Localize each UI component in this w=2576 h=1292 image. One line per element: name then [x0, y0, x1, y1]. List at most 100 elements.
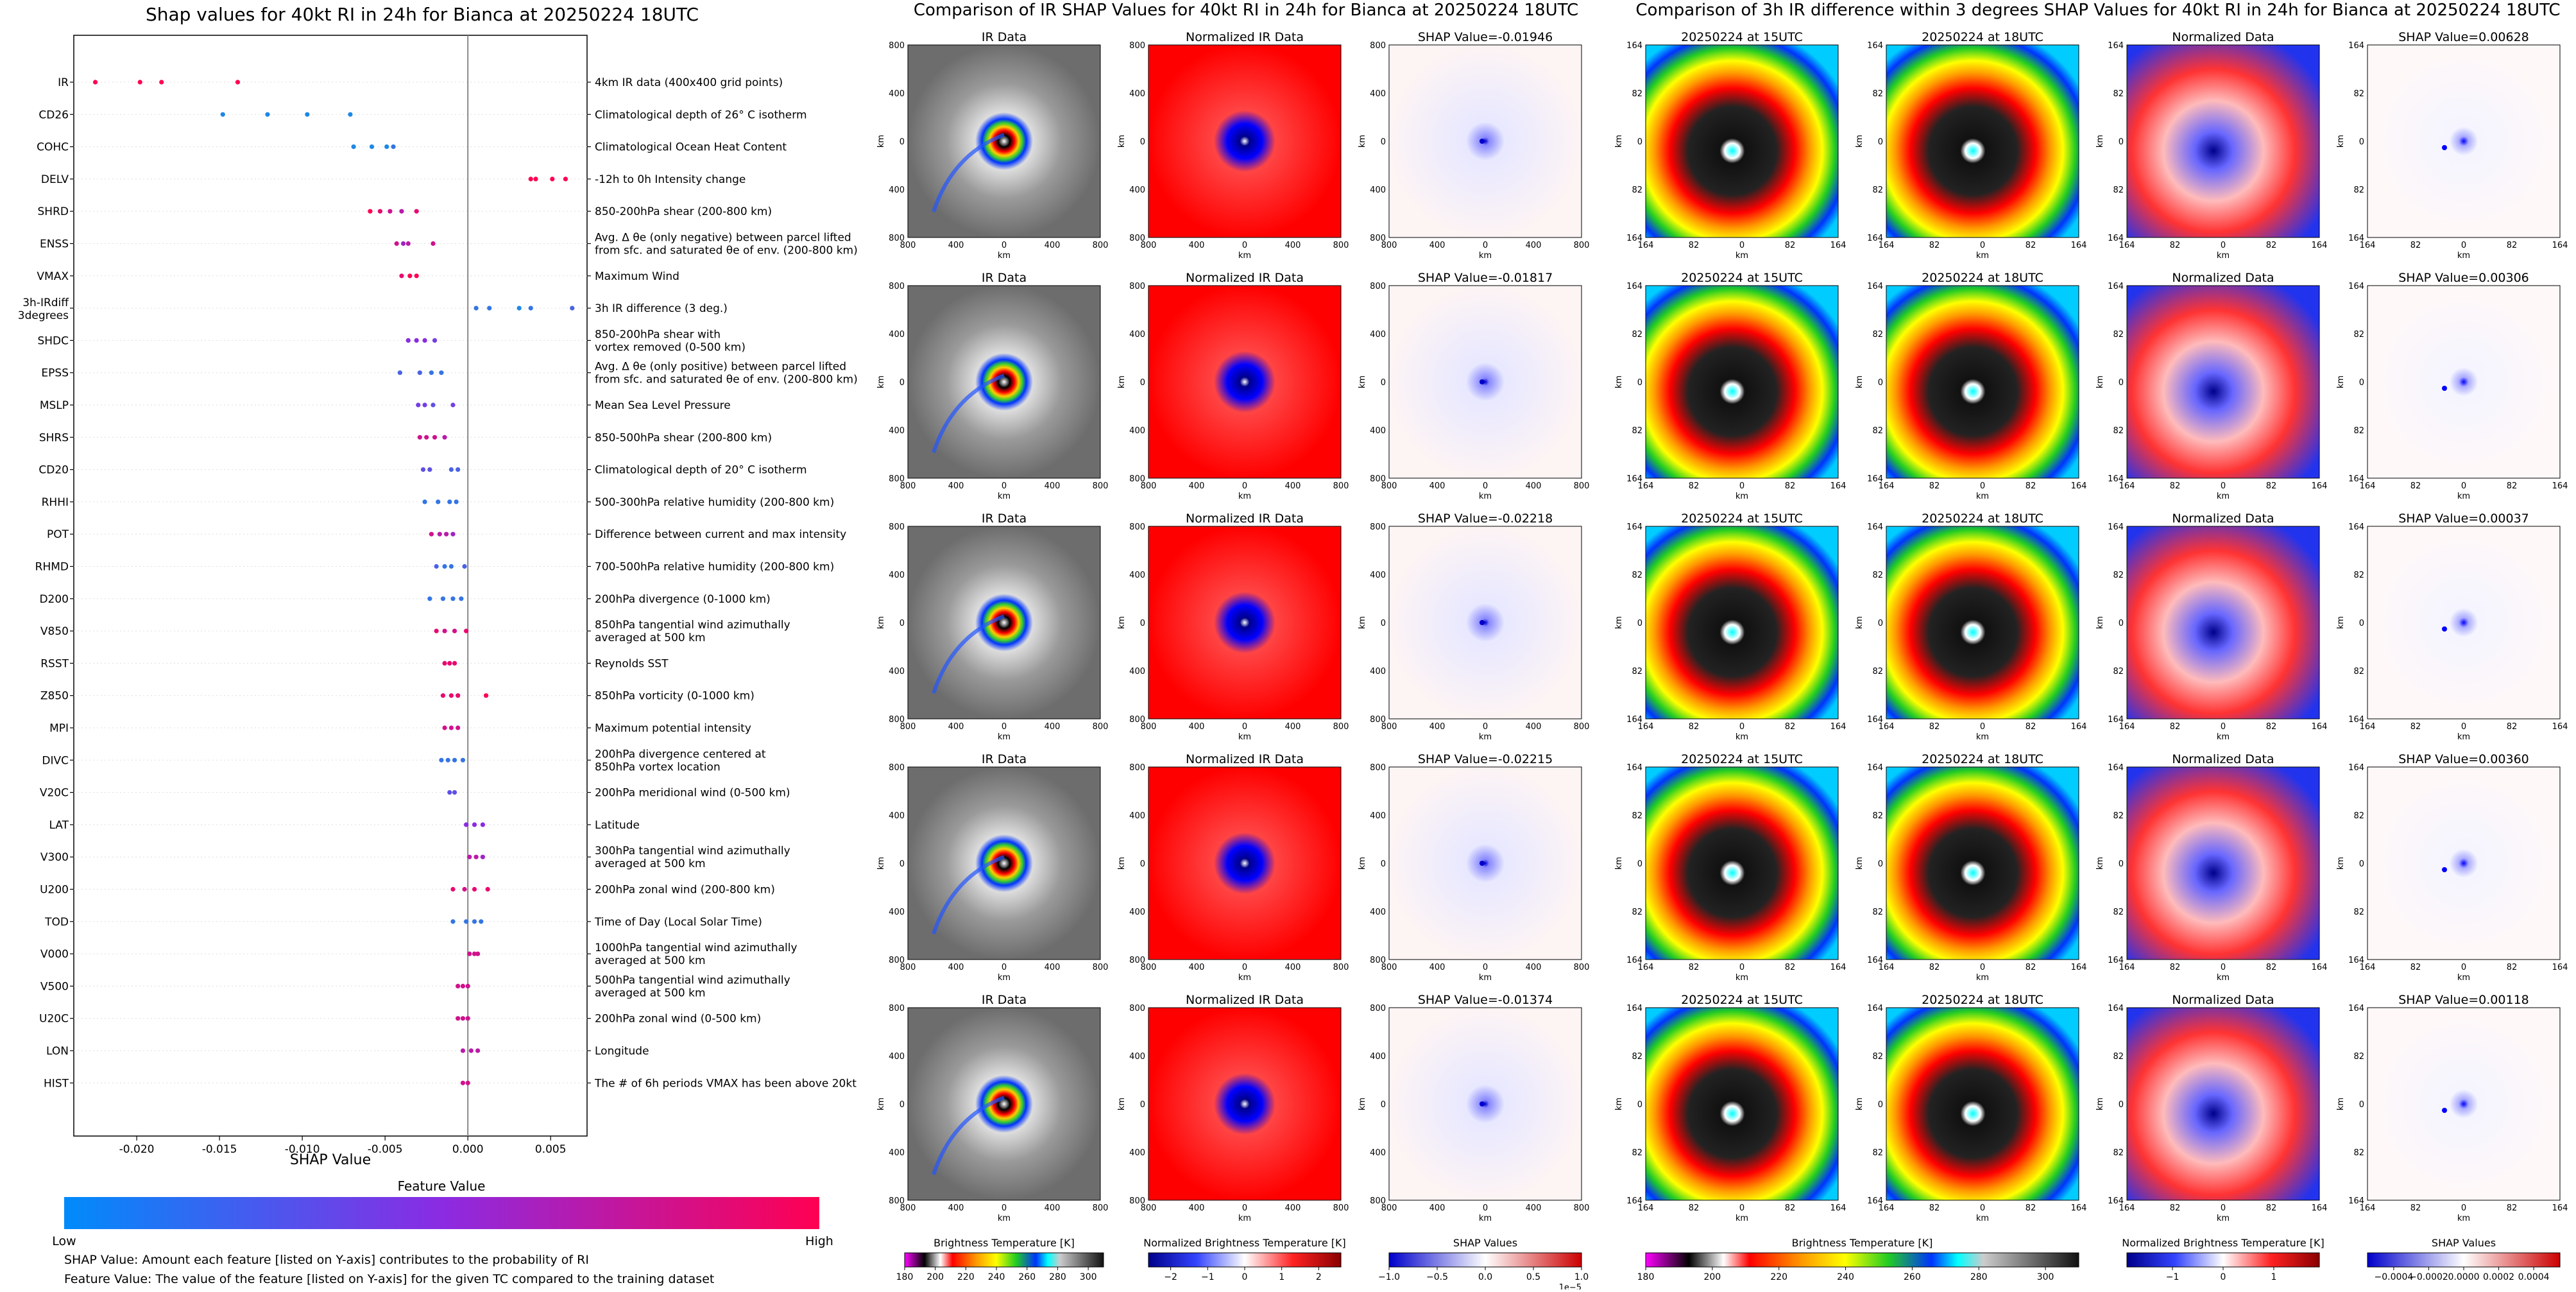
shap-point	[432, 338, 438, 343]
y-axis-label: km	[1358, 1098, 1367, 1110]
x-tick-label: 0	[1483, 241, 1488, 250]
y-tick-label: 800	[889, 282, 905, 291]
panel-frame	[2126, 766, 2320, 960]
y-axis-label: km	[1855, 1098, 1864, 1110]
feature-description: Reynolds SST	[595, 657, 669, 670]
colorbar-tick-label: 200	[1703, 1272, 1721, 1282]
x-tick-label: 164	[1830, 1203, 1847, 1213]
shap-point	[452, 660, 457, 666]
colorbar-tick-label: 300	[2037, 1272, 2054, 1282]
shap-point	[305, 112, 310, 117]
x-tick-label: 82	[1929, 481, 1940, 491]
colorbar	[1388, 1252, 1582, 1268]
feature-description: Climatological depth of 26° C isotherm	[595, 108, 807, 121]
shap-point	[422, 338, 427, 343]
x-tick-label: 400	[1429, 241, 1446, 250]
shap-point	[450, 919, 456, 924]
shap-point	[473, 854, 479, 859]
shap-point	[442, 435, 447, 440]
shap-point	[420, 467, 426, 472]
shap-point	[434, 628, 439, 633]
shap-point	[467, 854, 472, 859]
ir-18utc-image	[1886, 767, 2079, 960]
x-tick-label: 800	[1574, 241, 1590, 250]
x-tick-label: 164	[1638, 481, 1654, 491]
y-tick-label: 800	[889, 1196, 905, 1206]
shap-point	[427, 467, 432, 472]
shap-point	[479, 919, 484, 924]
x-tick-label: 164	[1830, 481, 1847, 491]
feature-description: 200hPa zonal wind (200-800 km)	[595, 884, 775, 897]
colorbar-tick-label: −2	[1164, 1272, 1177, 1282]
y-tick-label: 82	[2113, 1148, 2124, 1158]
y-tick-label: 400	[1370, 811, 1386, 821]
panel-title: Normalized Data	[2172, 993, 2274, 1007]
ir-shap-image	[1389, 767, 1582, 960]
y-tick-label: 82	[1632, 908, 1642, 917]
normalized-diff-image	[2127, 767, 2319, 960]
x-tick-label: 164	[1638, 241, 1654, 250]
colorbar-tick-label: 0	[2221, 1272, 2226, 1282]
y-tick-label: 800	[889, 763, 905, 773]
panel-frame	[2126, 285, 2320, 479]
x-tick-label: 400	[1429, 722, 1446, 732]
x-tick-label: 164	[1830, 963, 1847, 972]
x-tick-label: 400	[1189, 481, 1205, 491]
diff-shap-image	[2367, 526, 2560, 719]
panel-frame	[2367, 1007, 2561, 1201]
panel-title: Normalized Data	[2172, 30, 2274, 44]
x-tick-label: 0	[1242, 722, 1247, 732]
ir-rainband	[932, 133, 1005, 212]
shap-point	[459, 596, 464, 601]
colorbar-tick-label: 220	[1770, 1272, 1787, 1282]
x-tick-label: 800	[1574, 1203, 1590, 1213]
y-tick-label: 82	[1872, 330, 1883, 340]
y-tick-label: 800	[1129, 1004, 1145, 1013]
x-tick-label: 400	[1285, 481, 1301, 491]
diff-figure-title: Comparison of 3h IR difference within 3 …	[1635, 1, 2560, 20]
panel-frame	[2126, 1007, 2320, 1201]
feature-label: MSLP	[40, 399, 69, 412]
x-tick-label: 82	[2507, 722, 2518, 732]
x-axis-label: km	[2217, 732, 2230, 742]
x-tick-label: 164	[1879, 241, 1895, 250]
shap-point	[475, 1048, 481, 1053]
colorbar-tick-label: 240	[988, 1272, 1005, 1282]
y-axis-label: km	[1614, 1098, 1624, 1110]
shap-point	[528, 177, 533, 182]
x-tick-label: 800	[1333, 1203, 1349, 1213]
shap-point	[220, 112, 225, 117]
shap-point	[563, 177, 568, 182]
feature-description: 850-200hPa shear with	[595, 328, 721, 341]
x-tick-label: 82	[2170, 241, 2181, 250]
y-tick-label: 164	[1867, 763, 1883, 773]
ir-image	[908, 767, 1100, 960]
shap-point	[397, 370, 402, 375]
y-tick-label: 800	[889, 1004, 905, 1013]
diff-shap-image	[2367, 286, 2560, 478]
shap-point	[235, 80, 241, 85]
x-tick-label: 0	[1002, 1203, 1007, 1213]
x-tick-label: 800	[1093, 241, 1109, 250]
x-tick-label: 400	[1285, 722, 1301, 732]
shap-point	[448, 693, 454, 698]
shap-point	[487, 306, 492, 311]
ir-15utc-image	[1646, 286, 1838, 478]
y-tick-label: 0	[900, 859, 905, 869]
feature-label: HIST	[44, 1077, 69, 1090]
y-axis-label: km	[876, 857, 886, 870]
feature-description: from sfc. and saturated θe of env. (200-…	[595, 374, 858, 386]
ir-shap-image	[1389, 526, 1582, 719]
x-tick-label: 400	[1526, 241, 1542, 250]
panel-frame	[1886, 285, 2079, 479]
feature-label: SHRD	[38, 205, 69, 218]
y-axis-label: km	[1117, 135, 1127, 148]
x-tick-label: 164	[2360, 722, 2376, 732]
y-tick-label: 0	[1381, 619, 1386, 628]
x-tick-label: 800	[1381, 481, 1397, 491]
x-tick-label: 400	[1285, 963, 1301, 972]
y-axis-label: km	[1358, 135, 1367, 148]
shap-point	[351, 144, 356, 150]
y-tick-label: 400	[1370, 1148, 1386, 1158]
y-tick-label: 800	[1129, 234, 1145, 243]
